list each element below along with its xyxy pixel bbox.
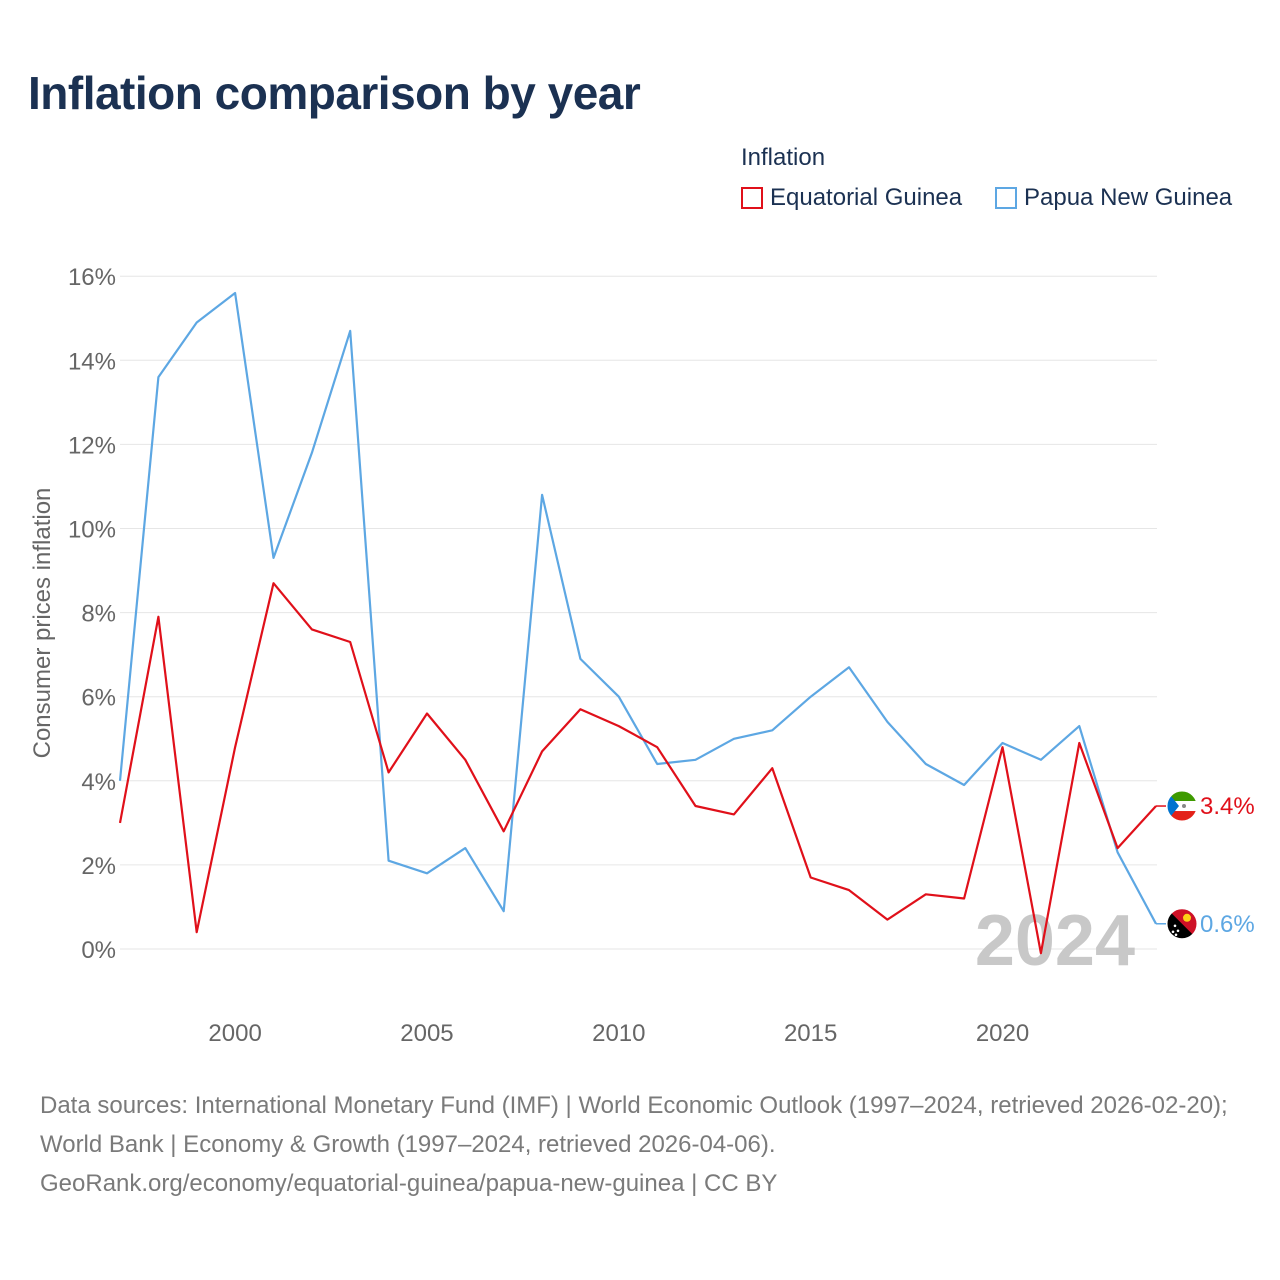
line-chart: 0%2%4%6%8%10%12%14%16% 2000 2005 2010 2015 2… [29,264,1255,1047]
x-axis: 2000 2005 2010 2015 2020 [208,1020,1029,1047]
sources-link[interactable]: GeoRank.org/economy/equatorial-guinea/pa… [40,1170,778,1197]
year-watermark: 2024 [975,901,1135,981]
flag-equatorial-guinea-icon [1166,790,1198,822]
y-axis-label: Consumer prices inflation [29,488,56,759]
grid [120,275,1157,950]
x-tick-label: 2005 [400,1020,453,1047]
x-tick-label: 2000 [208,1020,261,1047]
y-axis: 0% 2% 4% 6% 8% 10% 12% 14% 16% [68,264,116,964]
page-title: Inflation comparison by year [28,67,641,119]
end-value-label: 3.4% [1200,793,1255,820]
legend-label-equatorial-guinea: Equatorial Guinea [770,184,963,211]
y-tick-label: 4% [81,769,116,796]
legend-swatch-papua-new-guinea [995,187,1017,209]
y-tick-label: 16% [68,264,116,291]
series-line-papua-new-guinea [118,291,1157,925]
y-tick-label: 2% [81,853,116,880]
data-sources: Data sources: International Monetary Fun… [40,1086,1250,1203]
legend-label-papua-new-guinea: Papua New Guinea [1024,184,1233,211]
y-tick-label: 6% [81,685,116,712]
legend-title: Inflation [741,144,826,171]
x-tick-label: 2015 [784,1020,837,1047]
sources-text: Data sources: International Monetary Fun… [40,1092,1228,1158]
flag-papua-new-guinea-icon [1166,908,1198,940]
y-tick-label: 14% [68,348,116,375]
y-tick-label: 0% [81,937,116,964]
y-tick-label: 12% [68,432,116,459]
end-value-label: 0.6% [1200,911,1255,938]
x-tick-label: 2010 [592,1020,645,1047]
y-tick-label: 8% [81,601,116,628]
legend-swatch-equatorial-guinea [741,187,763,209]
end-markers: 3.4% 0.6% [1155,790,1255,940]
series-line-equatorial-guinea [118,582,1157,955]
legend-item-papua-new-guinea[interactable]: Papua New Guinea [995,184,1232,212]
y-tick-label: 10% [68,517,116,544]
legend-item-equatorial-guinea[interactable]: Equatorial Guinea [741,184,962,212]
series-lines [118,291,1157,955]
x-tick-label: 2020 [976,1020,1029,1047]
